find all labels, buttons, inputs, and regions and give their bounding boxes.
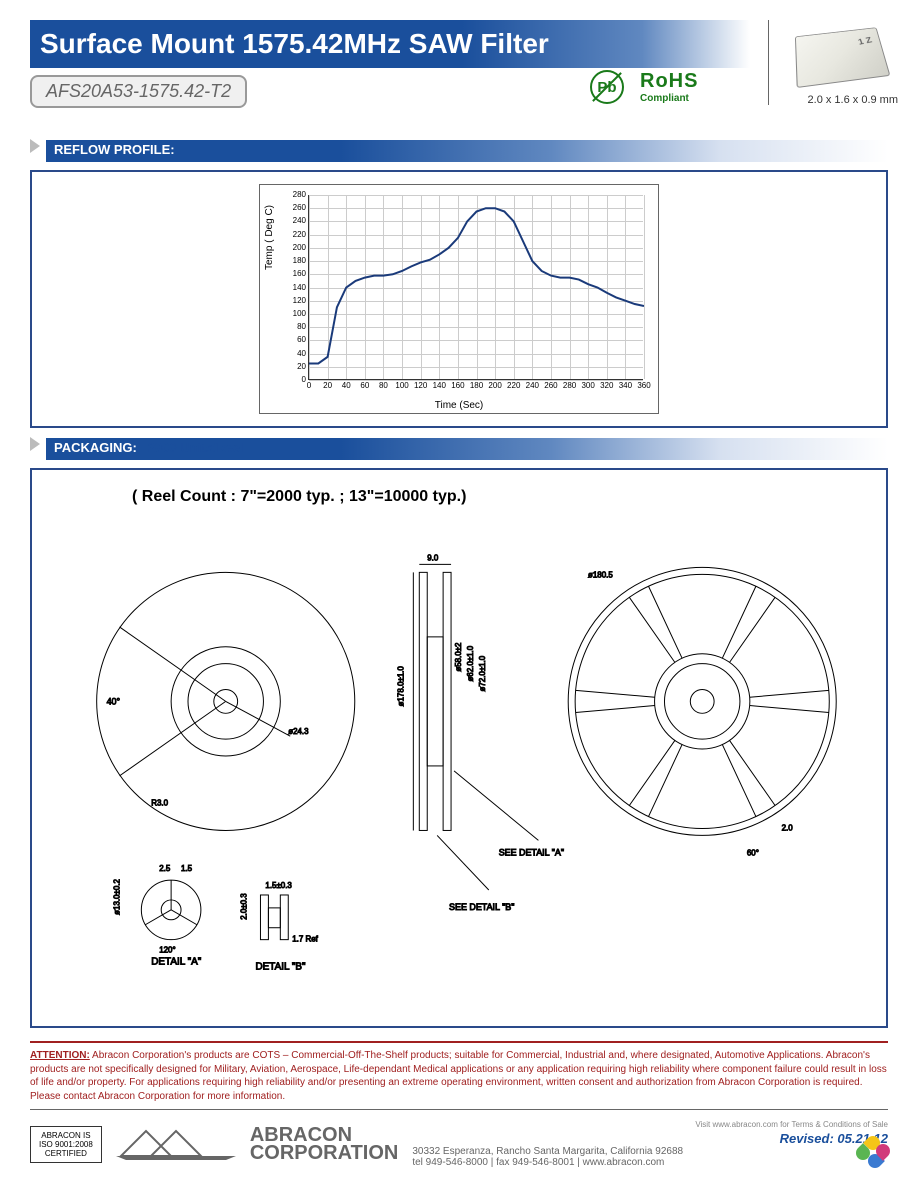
chip-dimensions: 2.0 x 1.6 x 0.9 mm: [781, 94, 898, 106]
abracon-logo-icon: [116, 1126, 236, 1162]
svg-text:1.7 Ref: 1.7 Ref: [292, 935, 318, 944]
svg-text:ø13.0±0.2: ø13.0±0.2: [113, 879, 122, 915]
footer: ATTENTION: Abracon Corporation's product…: [0, 1031, 918, 1188]
svg-text:ø24.3: ø24.3: [288, 727, 309, 736]
section-packaging-title: PACKAGING: 2000 Units/Reel: [46, 438, 888, 460]
part-number: AFS20A53-1575.42-T2: [46, 81, 231, 101]
company-name: ABRACON CORPORATION: [250, 1126, 399, 1162]
reel-diagram: ø24.3 40° R3.0 ø178.0±1.0 9.0 ø58.0±2 ø6…: [52, 526, 866, 986]
svg-text:DETAIL "B": DETAIL "B": [256, 961, 306, 972]
svg-text:SEE DETAIL "A": SEE DETAIL "A": [499, 847, 564, 857]
svg-text:SEE DETAIL "B": SEE DETAIL "B": [449, 902, 514, 912]
address-block: Visit www.abracon.com for Terms & Condit…: [412, 1120, 888, 1168]
svg-text:120°: 120°: [159, 946, 175, 955]
svg-text:9.0: 9.0: [427, 553, 439, 562]
svg-text:40°: 40°: [107, 696, 121, 706]
header: Surface Mount 1575.42MHz SAW Filter AFS2…: [30, 20, 888, 130]
chip-image: 2.0 x 1.6 x 0.9 mm: [768, 20, 898, 105]
svg-text:2.0: 2.0: [782, 823, 794, 832]
svg-text:ø62.0±1.0: ø62.0±1.0: [466, 645, 475, 681]
svg-text:1.5±0.3: 1.5±0.3: [265, 881, 292, 890]
flower-icon: [856, 1136, 890, 1170]
svg-text:ø58.0±2: ø58.0±2: [454, 642, 463, 672]
svg-text:ø72.0±1.0: ø72.0±1.0: [478, 655, 487, 691]
attention-text: ATTENTION: Abracon Corporation's product…: [30, 1049, 888, 1103]
svg-text:ø180.5: ø180.5: [588, 570, 613, 579]
svg-text:R3.0: R3.0: [151, 799, 168, 808]
reflow-chart-box: Temp ( Deg C) Time (Sec) 020406080100120…: [30, 170, 888, 428]
pb-free-icon: Pb: [590, 70, 624, 104]
section-reflow-title: REFLOW PROFILE:: [46, 140, 888, 162]
svg-text:60°: 60°: [747, 848, 759, 857]
revised-date: Revised: 05.21.12: [412, 1131, 888, 1146]
arrow-icon: [30, 437, 40, 451]
svg-text:2.0±0.3: 2.0±0.3: [240, 893, 249, 920]
svg-text:1.5: 1.5: [181, 864, 193, 873]
svg-text:ø178.0±1.0: ø178.0±1.0: [396, 666, 405, 707]
svg-text:2.5: 2.5: [159, 864, 171, 873]
chart-xlabel: Time (Sec): [435, 400, 484, 411]
chart-ylabel: Temp ( Deg C): [264, 205, 275, 270]
reel-count-text: ( Reel Count : 7"=2000 typ. ; 13"=10000 …: [132, 488, 866, 506]
svg-text:DETAIL "A": DETAIL "A": [151, 956, 201, 967]
part-number-box: AFS20A53-1575.42-T2: [30, 75, 247, 108]
rohs-label: RoHS Compliant: [640, 70, 698, 104]
arrow-icon: [30, 139, 40, 153]
cert-box: ABRACON IS ISO 9001:2008 CERTIFIED: [30, 1126, 102, 1163]
page-title: Surface Mount 1575.42MHz SAW Filter: [40, 28, 549, 60]
packaging-box: ( Reel Count : 7"=2000 typ. ; 13"=10000 …: [30, 468, 888, 1028]
